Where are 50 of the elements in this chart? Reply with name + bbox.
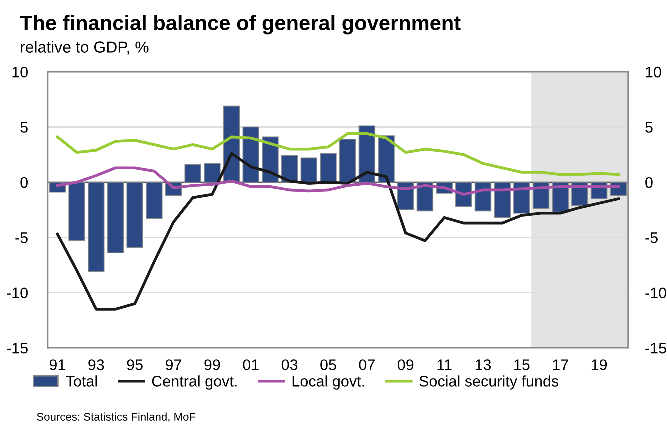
y-tick-label: -5 (16, 232, 28, 244)
x-tick-label: 07 (359, 360, 375, 370)
y2-tick-label: -15 (646, 343, 666, 354)
x-tick-label: 93 (88, 360, 104, 370)
x-tick-label: 13 (476, 360, 492, 370)
x-tick-label: 05 (320, 360, 336, 370)
x-tick-label: 99 (204, 360, 220, 370)
bar (204, 163, 221, 183)
source-note: Sources: Statistics Finland, MoF (37, 412, 196, 422)
bar (107, 182, 124, 254)
x-tick-label: 19 (592, 360, 608, 370)
bar (146, 182, 163, 220)
y2-tick-label: -10 (646, 288, 666, 299)
legend-label: Central govt. (152, 376, 237, 390)
y-tick-label: 0 (20, 177, 28, 188)
x-tick-label: 03 (282, 360, 298, 370)
bar (514, 182, 530, 214)
bar (300, 158, 318, 183)
x-tick-label: 95 (127, 360, 143, 370)
line-series (56, 152, 620, 311)
bar (184, 164, 202, 183)
bar (474, 182, 492, 212)
x-tick-label: 97 (166, 360, 182, 370)
y2-tick-label: 5 (646, 122, 653, 133)
bar (494, 182, 511, 218)
x-tick-label: 09 (398, 360, 414, 370)
x-tick-label: 15 (514, 360, 530, 370)
y2-tick-label: 0 (646, 177, 653, 188)
y2-tick-label: 10 (646, 66, 662, 78)
y-tick-label: -15 (7, 343, 28, 354)
line-series (56, 132, 620, 176)
x-tick-label: 91 (50, 360, 66, 370)
legend-label: Local govt. (292, 376, 364, 390)
x-tick-label: 01 (243, 360, 259, 370)
x-tick-label: 17 (553, 360, 568, 370)
bar (68, 182, 86, 242)
y-tick-label: 5 (20, 122, 28, 133)
line-series (56, 166, 620, 196)
chart-title: The financial balance of general government (20, 15, 461, 35)
legend-label: Total (66, 376, 98, 387)
bar (126, 182, 144, 248)
y-tick-label: -10 (7, 288, 28, 299)
chart-subtitle: relative to GDP, % (21, 41, 149, 55)
bar (339, 138, 356, 183)
y2-tick-label: -5 (646, 232, 658, 244)
legend-label: Social security funds (420, 376, 559, 390)
y-tick-label: 10 (12, 66, 28, 78)
bar (320, 153, 337, 183)
x-tick-label: 11 (438, 360, 452, 370)
bar (88, 182, 105, 272)
